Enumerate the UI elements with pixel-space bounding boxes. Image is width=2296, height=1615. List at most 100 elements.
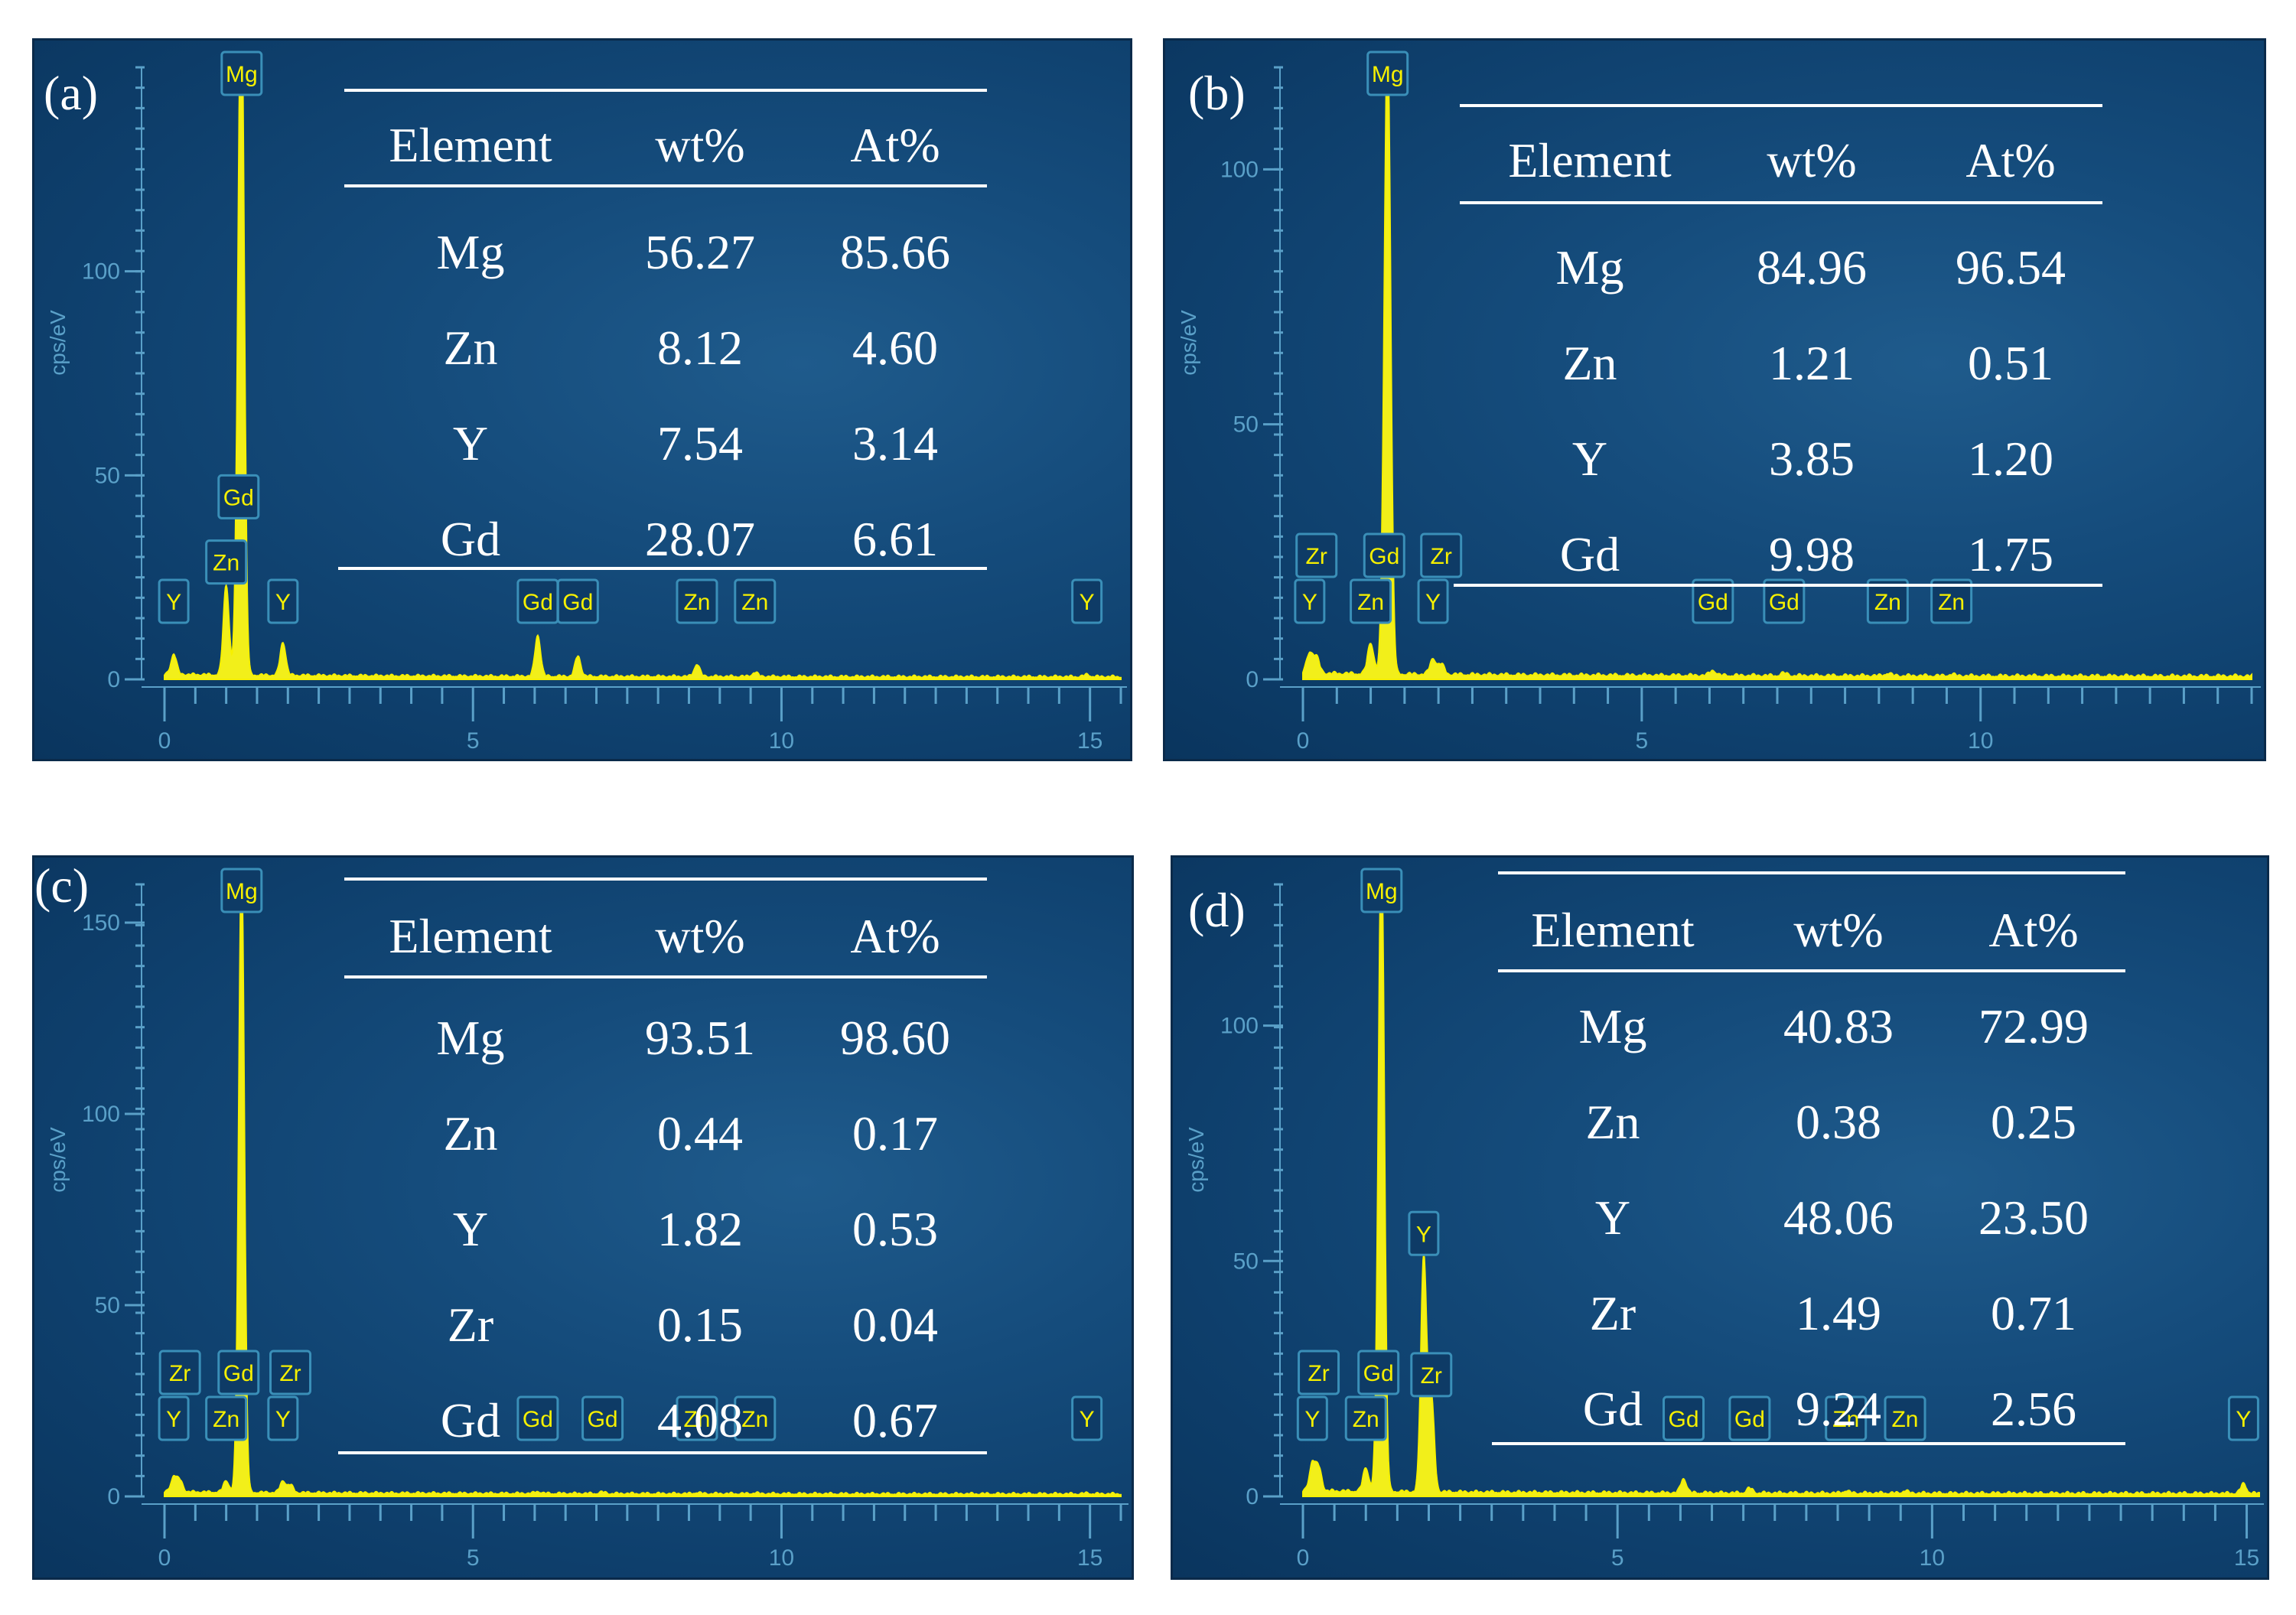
svg-text:Mg: Mg [1366, 879, 1398, 904]
table-cell: 0.25 [1991, 1095, 2076, 1149]
x-tick-label: 0 [158, 728, 171, 754]
y-tick-label: 0 [107, 1484, 120, 1509]
peak-label-zn: Zn [1930, 578, 1973, 624]
peak-label-zn: Zn [1350, 578, 1392, 624]
table-cell: 8.12 [657, 321, 743, 375]
peak-label-gd: Gd [516, 578, 559, 624]
table-cell: 1.20 [1968, 431, 2053, 486]
table-cell: 4.60 [852, 321, 938, 375]
peak-label-y: Y [267, 578, 299, 624]
svg-text:Y: Y [2236, 1407, 2251, 1432]
spectrum-line [1302, 67, 2252, 680]
peak-label-y: Y [2227, 1395, 2259, 1441]
table-header: Element [1508, 133, 1671, 187]
svg-text:Y: Y [166, 1407, 181, 1432]
table-cell: 4.08 [657, 1393, 743, 1447]
svg-text:Gd: Gd [562, 590, 593, 615]
peak-label-mg: Mg [220, 50, 263, 96]
peak-label-y: Y [1071, 578, 1103, 624]
svg-text:Zn: Zn [741, 1407, 768, 1432]
peak-label-zr: Zr [269, 1350, 312, 1395]
peak-label-mg: Mg [1366, 50, 1409, 96]
table-cell: Gd [441, 512, 500, 566]
table-cell: 1.75 [1968, 527, 2053, 581]
y-tick-label: 150 [82, 910, 120, 936]
y-tick-label: 0 [107, 667, 120, 692]
panel-label: (c) [34, 858, 89, 913]
x-tick-label: 10 [1920, 1545, 1945, 1571]
table-cell: 48.06 [1783, 1190, 1894, 1245]
table-cell: 23.50 [1978, 1190, 2089, 1245]
table-cell: Zn [1585, 1095, 1640, 1149]
peak-label-gd: Gd [1663, 1395, 1705, 1441]
svg-text:Y: Y [1304, 1407, 1320, 1432]
svg-text:Zn: Zn [1874, 590, 1901, 615]
peak-label-zr: Zr [1410, 1352, 1453, 1398]
svg-text:Zr: Zr [279, 1361, 301, 1386]
peak-label-y: Y [1408, 1210, 1440, 1256]
x-tick-label: 5 [1611, 1545, 1624, 1571]
svg-text:Zn: Zn [683, 1407, 710, 1432]
table-cell: Mg [437, 225, 505, 279]
table-cell: 0.38 [1796, 1095, 1881, 1149]
table-cell: 0.15 [657, 1298, 743, 1352]
peak-label-y: Y [158, 578, 190, 624]
peak-label-zn: Zn [1884, 1395, 1926, 1441]
table-cell: 1.21 [1769, 336, 1855, 390]
svg-text:Zn: Zn [1357, 590, 1384, 615]
peak-label-zn: Zn [734, 578, 777, 624]
table-cell: 0.51 [1968, 336, 2053, 390]
peak-label-y: Y [1294, 578, 1326, 624]
svg-text:Zr: Zr [1421, 1363, 1442, 1389]
peak-label-gd: Gd [1763, 578, 1806, 624]
panel-c: (c) 0 50 100 150 cps/eV 0 5 10 15 Y Zr Zn Gd Mg Y Zr Gd Gd… [32, 855, 1134, 1580]
svg-text:Y: Y [275, 590, 291, 615]
table-cell: 98.60 [840, 1011, 950, 1065]
peak-label-zn: Zn [1344, 1395, 1387, 1441]
svg-text:Gd: Gd [1698, 590, 1728, 615]
svg-text:Gd: Gd [1769, 590, 1799, 615]
peak-label-zn: Zn [676, 578, 718, 624]
peak-label-y: Y [267, 1395, 299, 1441]
peak-label-zn: Zn [1866, 578, 1909, 624]
peak-label-gd: Gd [217, 474, 260, 519]
peak-label-zr: Zr [1420, 532, 1463, 578]
peak-label-y: Y [158, 1395, 190, 1441]
table-header: At% [850, 909, 940, 963]
table-cell: 40.83 [1783, 999, 1894, 1053]
table-cell: 56.27 [645, 225, 755, 279]
panel-a: (a) 0 50 100 cps/eV 0 5 10 15 Y Zn Gd Mg Y Gd Gd Zn Zn Y El… [32, 38, 1132, 761]
x-tick-label: 5 [467, 1545, 480, 1571]
peak-label-zr: Zr [158, 1350, 201, 1395]
y-axis-label: cps/eV [1177, 310, 1200, 376]
table-cell: Mg [437, 1011, 505, 1065]
x-tick-label: 10 [769, 728, 794, 754]
svg-text:Mg: Mg [226, 62, 258, 87]
peak-label-zn: Zn [734, 1395, 777, 1441]
table-cell: 6.61 [852, 512, 938, 566]
peak-label-zn: Zn [676, 1395, 718, 1441]
peak-label-y: Y [1296, 1395, 1328, 1441]
table-cell: Gd [1583, 1382, 1643, 1436]
table-cell: Zr [448, 1298, 493, 1352]
table-cell: Zn [443, 321, 497, 375]
table-cell: Zr [1590, 1286, 1636, 1340]
x-tick-label: 15 [1077, 728, 1102, 754]
table-cell: 2.56 [1991, 1382, 2076, 1436]
table-cell: Y [453, 1202, 488, 1256]
table-cell: 85.66 [840, 225, 950, 279]
svg-text:Gd: Gd [523, 590, 553, 615]
table-header: Element [389, 118, 552, 172]
composition-table: Element wt% At% Mg 56.27 85.66 Zn 8.12 4.60 Y 7.54… [338, 89, 987, 570]
peak-label-gd: Gd [1357, 1350, 1400, 1395]
table-cell: 1.49 [1796, 1286, 1881, 1340]
x-tick-label: 15 [2234, 1545, 2259, 1571]
table-cell: 1.82 [657, 1202, 743, 1256]
svg-text:Gd: Gd [1369, 544, 1399, 569]
table-cell: 7.54 [657, 416, 743, 470]
table-cell: 84.96 [1757, 240, 1867, 295]
svg-text:Y: Y [275, 1407, 291, 1432]
svg-text:Zn: Zn [741, 590, 768, 615]
